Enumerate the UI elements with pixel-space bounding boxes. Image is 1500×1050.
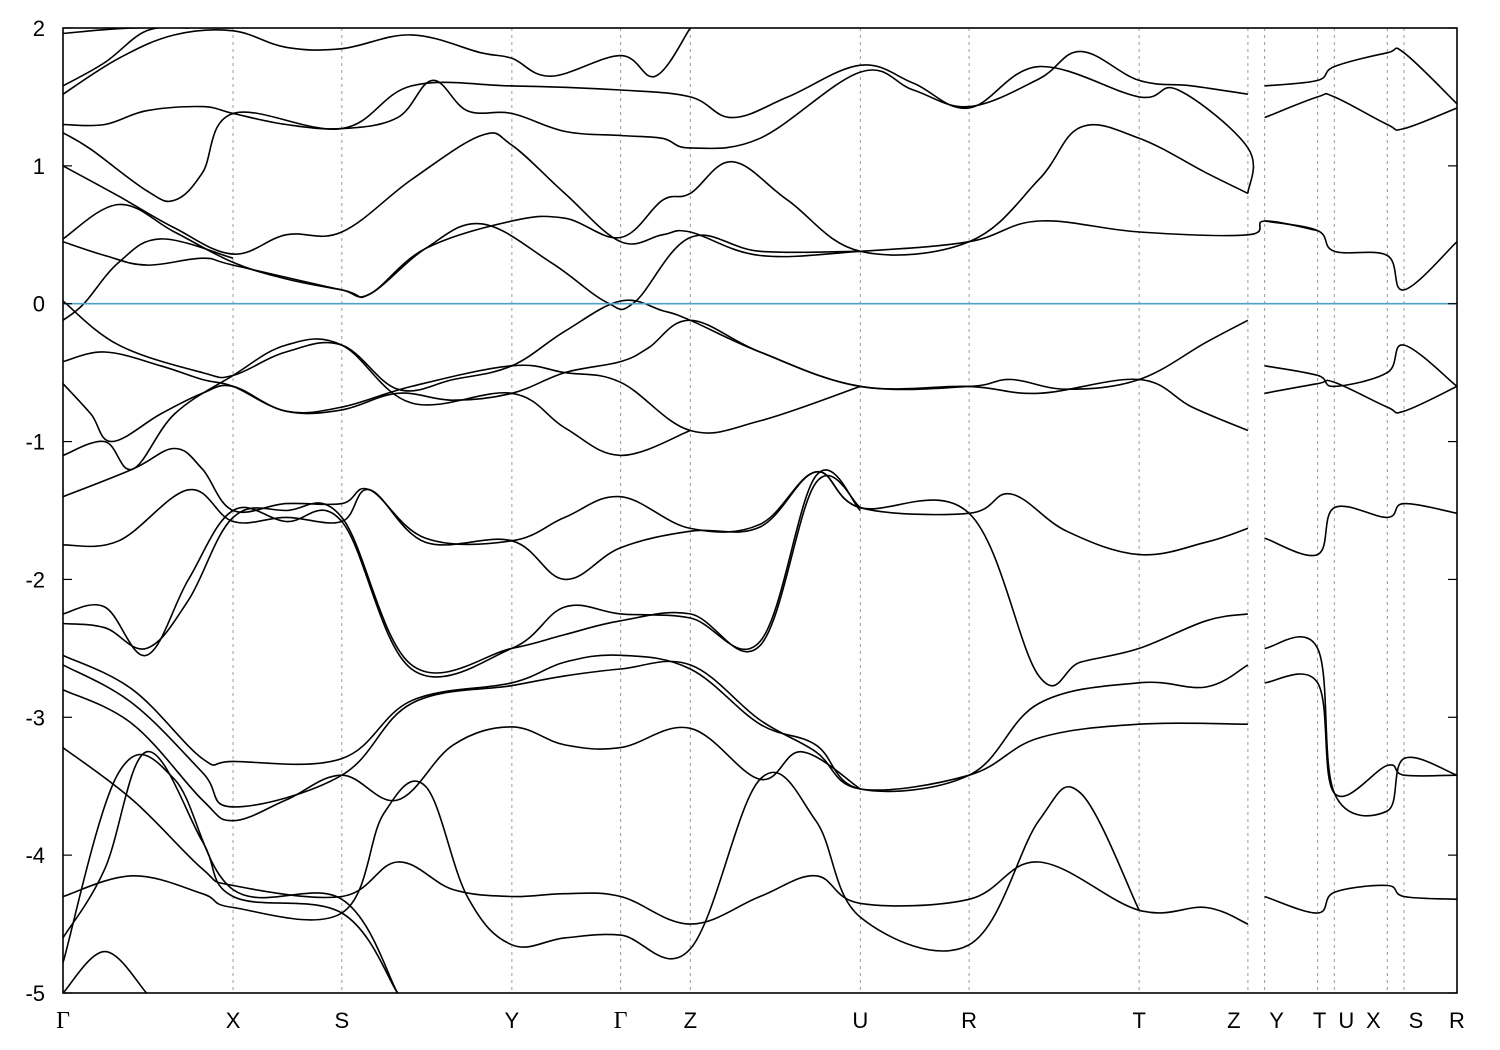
band-series [63,132,1318,258]
y-tick-label: 1 [33,154,45,179]
band-series [63,753,399,993]
kpoint-label: Γ [614,1008,628,1034]
band-series [1264,673,1457,797]
band-series [63,746,1249,925]
kpoint-label: Y [505,1008,520,1033]
kpoint-label: Y [1269,1008,1284,1033]
band-series [1264,220,1457,291]
y-tick-label: -4 [25,843,45,868]
kpoint-label: U [852,1008,868,1033]
band-series [63,750,399,993]
kpoint-label: T [1132,1008,1145,1033]
kpoint-label: T [1313,1008,1326,1033]
band-series [1264,47,1457,105]
band-series [63,299,1249,392]
band-series [63,950,148,993]
y-tick-label: -1 [25,430,45,455]
kpoint-label: Z [684,1008,697,1033]
band-series [63,469,861,678]
band-series [63,364,861,443]
band-series [63,123,1249,298]
band-series [1264,502,1457,557]
y-tick-label: -3 [25,705,45,730]
band-series [63,771,1140,960]
band-series [63,222,861,311]
band-series [63,28,234,35]
kpoint-label: S [1409,1008,1424,1033]
band-series [63,474,861,674]
band-series [63,319,1249,432]
band-series [63,447,1249,556]
band-series [1264,636,1457,817]
kpoint-label: Z [1227,1008,1240,1033]
band-series [63,688,861,822]
band-series [1264,884,1457,914]
y-tick-label: 0 [33,292,45,317]
band-lines [63,28,1457,993]
band-series [63,238,234,321]
kpoint-label: S [334,1008,349,1033]
band-series [1264,379,1457,414]
y-axis: -5 -4 -3 -2 -1 0 1 2 [25,16,1457,1006]
band-series [63,64,1255,203]
plot-frame [62,27,1458,994]
kpoint-label: X [226,1008,241,1033]
kpoint-gridlines [232,28,1405,993]
band-series [63,338,691,471]
kpoint-label: U [1338,1008,1354,1033]
y-tick-label: 2 [33,16,45,41]
kpoint-label: R [961,1008,977,1033]
band-series [63,654,1249,793]
band-series [1264,344,1457,388]
kpoint-label: X [1366,1008,1381,1033]
band-series [63,660,1248,808]
y-tick-label: -2 [25,567,45,592]
y-tick-label: -5 [25,981,45,1006]
band-series [63,28,691,95]
kpoint-label: Γ [56,1008,70,1034]
kpoint-label: R [1449,1008,1465,1033]
band-series [1264,92,1457,131]
band-series [63,28,189,87]
band-series [63,471,1249,687]
